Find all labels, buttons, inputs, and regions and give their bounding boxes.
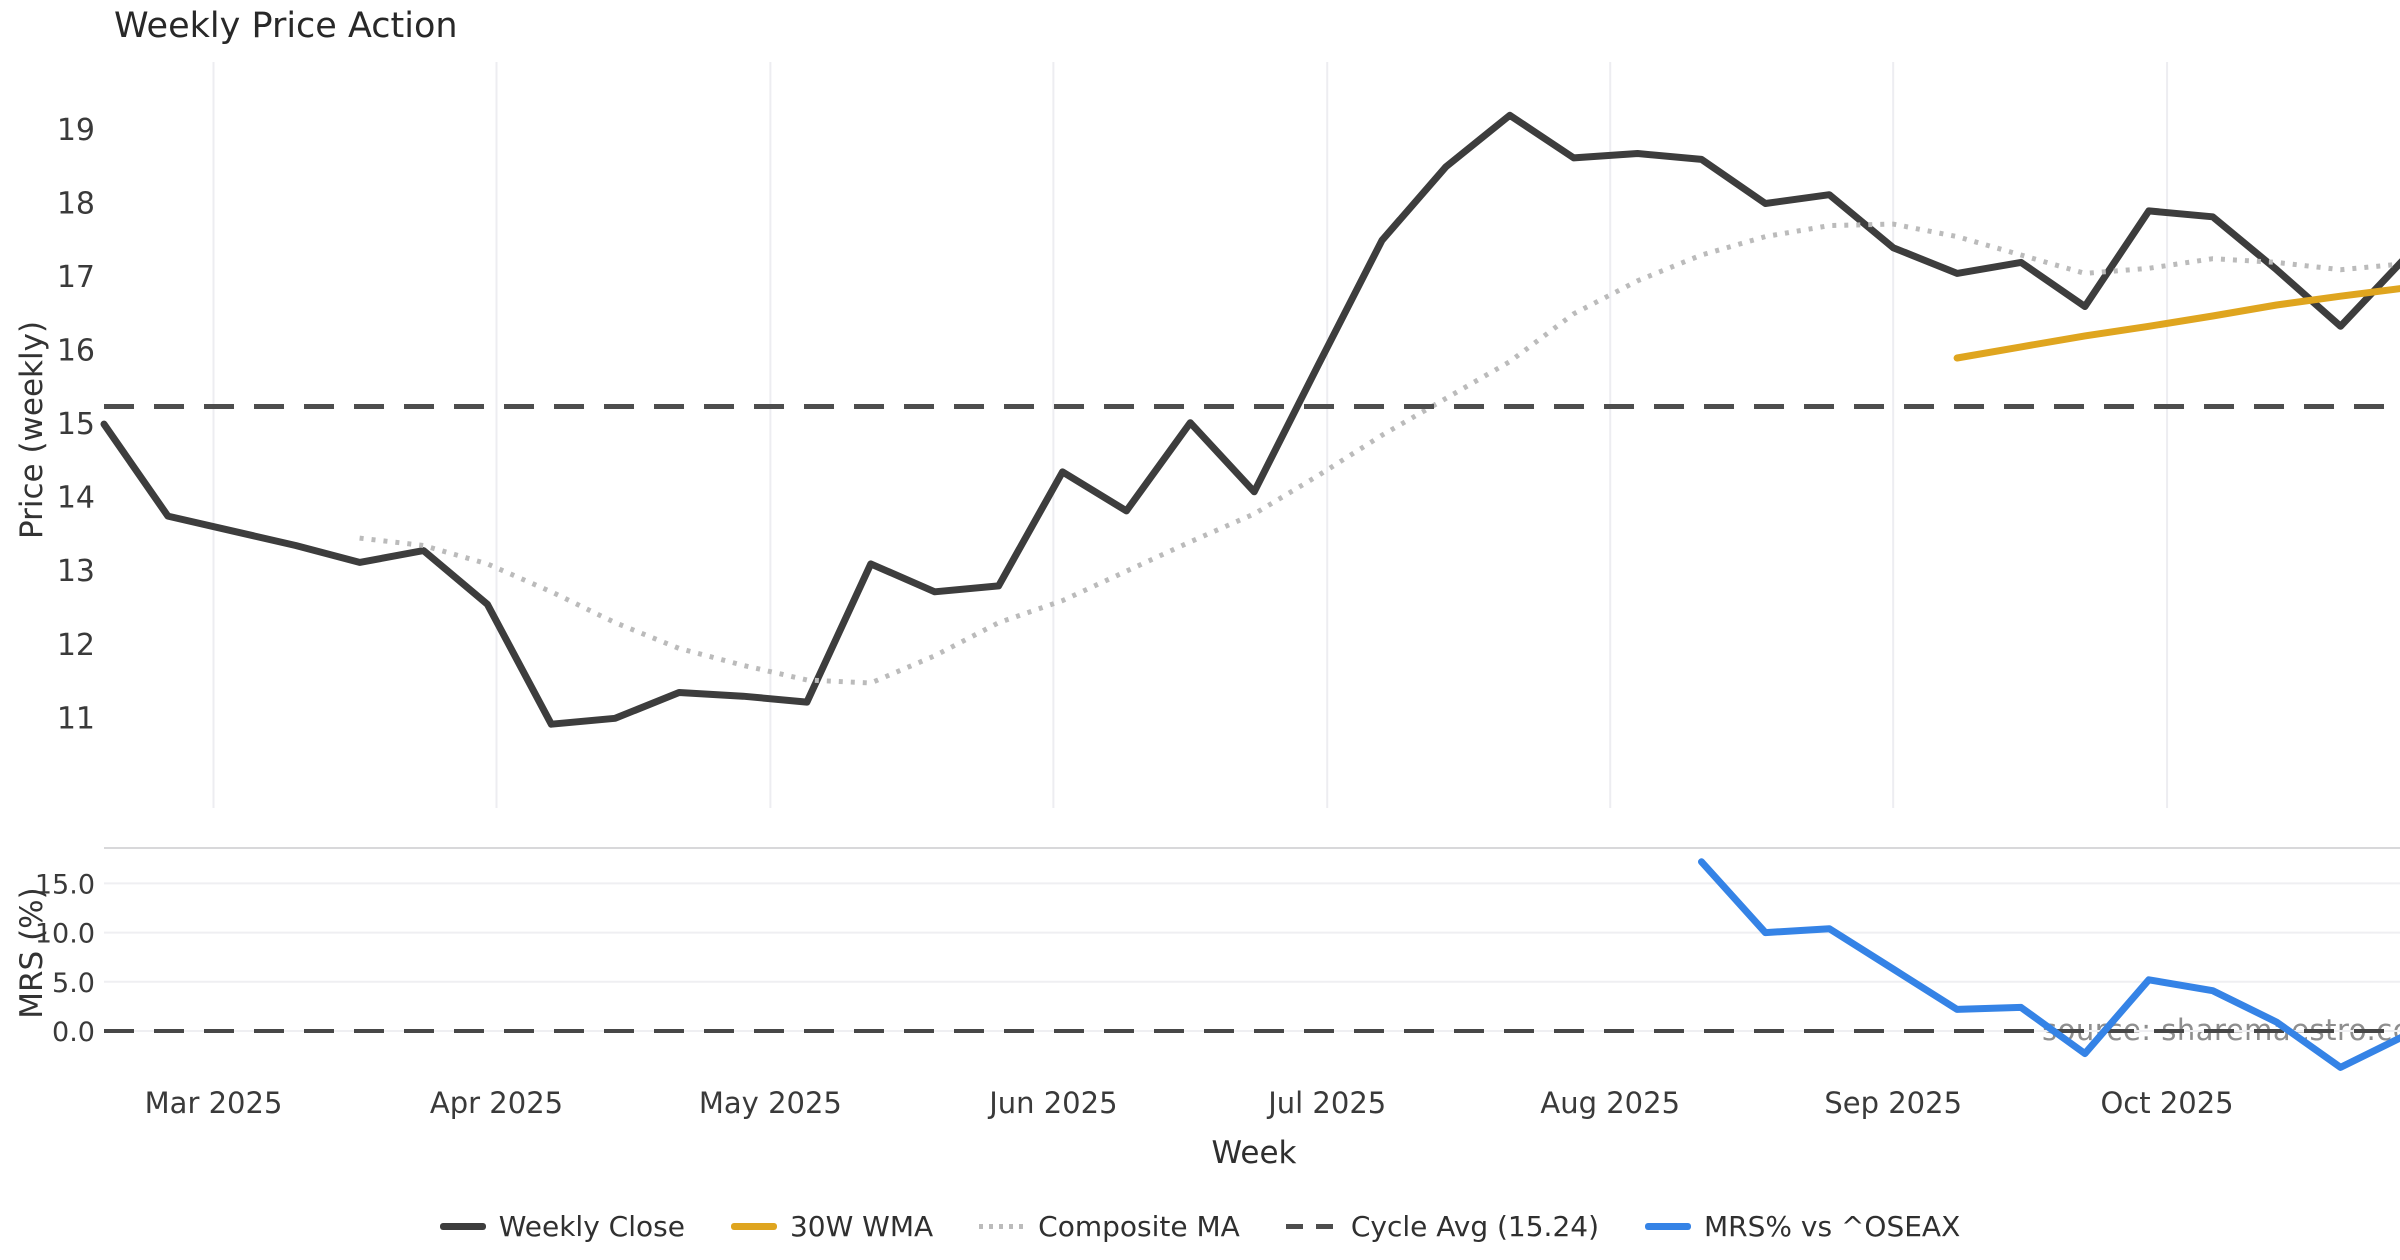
wma-line-swatch-icon <box>730 1222 777 1230</box>
price-tick-label: 19 <box>57 113 95 148</box>
price-tick-label: 13 <box>57 554 95 589</box>
x-tick-label: Jul 2025 <box>1266 1086 1386 1120</box>
mrs-tick-label: 10.0 <box>35 919 95 950</box>
mrs-tick-label: 0.0 <box>52 1017 95 1048</box>
series-30w-wma <box>1953 285 2400 362</box>
legend-label: Weekly Close <box>498 1209 685 1243</box>
legend-label: Composite MA <box>1038 1209 1240 1243</box>
x-tick-label: Mar 2025 <box>145 1086 283 1120</box>
x-tick-label: Aug 2025 <box>1540 1086 1680 1120</box>
legend-item-mrs: MRS% vs ^OSEAX <box>1645 1210 1960 1243</box>
x-tick-label: May 2025 <box>699 1086 842 1120</box>
series-weekly-close <box>100 111 2400 728</box>
x-tick-label: Apr 2025 <box>430 1086 563 1120</box>
price-tick-label: 17 <box>57 260 95 295</box>
price-tick-label: 14 <box>57 481 95 516</box>
legend-label: Cycle Avg (15.24) <box>1350 1209 1600 1243</box>
legend-item-composite-ma: Composite MA <box>979 1210 1240 1243</box>
legend: Weekly Close 30W WMA Composite MA Cycle … <box>0 1203 2400 1249</box>
cycle-avg-dashed-swatch-icon <box>1285 1223 1338 1229</box>
mrs-axis-label: MRS (%) <box>14 887 50 1019</box>
series-composite-ma <box>359 221 2400 686</box>
price-tick-label: 18 <box>57 187 95 222</box>
legend-item-30w-wma: 30W WMA <box>730 1209 934 1243</box>
mrs-tick-label: 5.0 <box>52 968 95 999</box>
legend-label: MRS% vs ^OSEAX <box>1704 1209 1961 1243</box>
series-mrs-vs-oseax <box>1698 858 2400 1071</box>
mrs-line-swatch-icon <box>1645 1222 1692 1230</box>
legend-item-weekly-close: Weekly Close <box>439 1209 685 1243</box>
weekly-close-line-swatch-icon <box>439 1222 486 1230</box>
mrs-tick-label: 15.0 <box>35 869 95 900</box>
x-tick-label: Oct 2025 <box>2100 1086 2233 1120</box>
legend-item-cycle-avg: Cycle Avg (15.24) <box>1285 1209 1600 1243</box>
x-tick-label: Sep 2025 <box>1824 1086 1962 1120</box>
x-tick-label: Jun 2025 <box>987 1086 1117 1120</box>
price-axis-label: Price (weekly) <box>14 320 50 540</box>
price-tick-label: 11 <box>57 701 95 736</box>
week-axis-label: Week <box>1211 1135 1297 1171</box>
chart-title: Weekly Price Action <box>114 6 458 46</box>
legend-label: 30W WMA <box>789 1209 934 1243</box>
price-tick-label: 16 <box>57 334 95 369</box>
price-tick-label: 12 <box>57 628 95 663</box>
price-tick-label: 15 <box>57 407 95 442</box>
composite-ma-dotted-swatch-icon <box>979 1223 1026 1229</box>
